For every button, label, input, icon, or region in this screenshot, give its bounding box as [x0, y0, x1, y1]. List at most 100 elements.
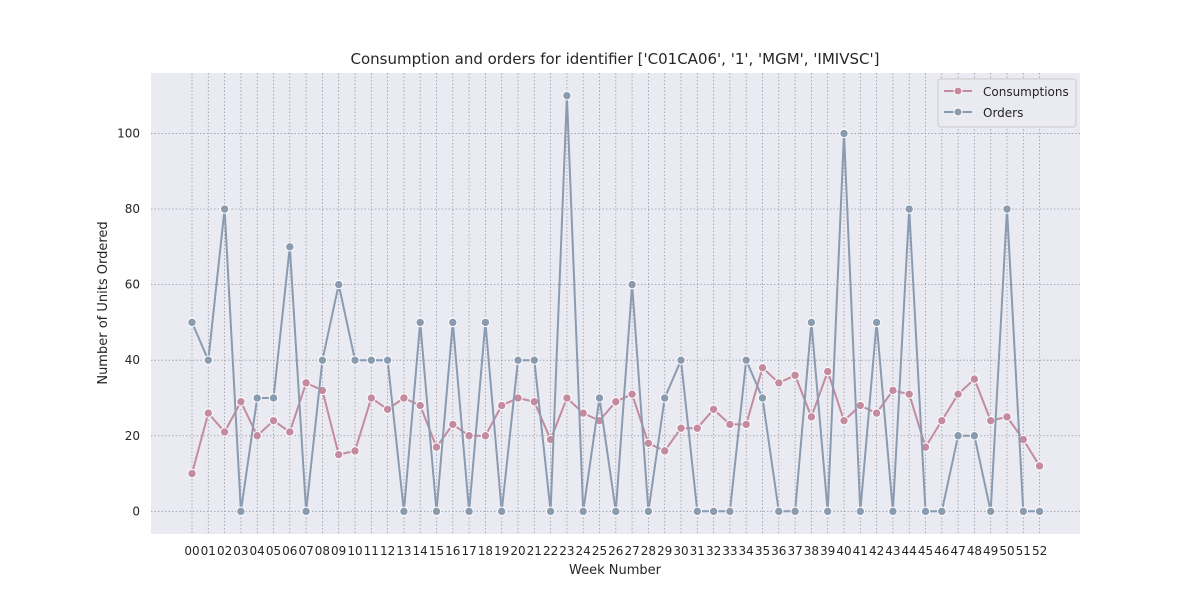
point-orders-12 — [382, 355, 393, 365]
point-consumptions-13 — [399, 393, 409, 403]
point-orders-38 — [806, 317, 817, 328]
x-tick-label-31: 31 — [690, 544, 705, 558]
point-consumptions-14 — [415, 400, 425, 411]
point-consumptions-01 — [203, 408, 214, 418]
point-consumptions-02 — [219, 427, 230, 437]
point-orders-52 — [1034, 506, 1045, 517]
point-consumptions-46 — [937, 415, 947, 426]
x-tick-label-17: 17 — [461, 544, 476, 558]
point-orders-30 — [676, 355, 686, 365]
x-tick-label-25: 25 — [592, 544, 607, 558]
y-tick-label-80: 80 — [125, 202, 140, 216]
x-tick-label-36: 36 — [771, 544, 786, 558]
x-tick-label-05: 05 — [266, 544, 281, 558]
point-consumptions-30 — [676, 423, 686, 433]
point-orders-28 — [643, 506, 654, 517]
point-consumptions-35 — [757, 363, 768, 373]
point-orders-24 — [578, 506, 588, 517]
y-tick-label-100: 100 — [117, 126, 140, 140]
point-orders-31 — [692, 506, 702, 517]
point-orders-51 — [1018, 506, 1028, 517]
point-orders-03 — [236, 506, 246, 517]
point-consumptions-40 — [839, 415, 849, 426]
legend-marker-consumptions — [953, 86, 963, 96]
point-orders-06 — [285, 242, 295, 252]
point-consumptions-43 — [888, 385, 898, 396]
point-orders-29 — [660, 393, 670, 403]
plot-area — [151, 73, 1080, 534]
point-orders-19 — [497, 506, 507, 517]
x-tick-label-50: 50 — [999, 544, 1014, 558]
point-orders-18 — [480, 317, 491, 328]
point-consumptions-37 — [790, 370, 800, 380]
x-axis-label: Week Number — [569, 563, 662, 578]
x-tick-label-09: 09 — [331, 544, 346, 558]
x-tick-label-32: 32 — [706, 544, 721, 558]
x-tick-label-44: 44 — [902, 544, 917, 558]
point-orders-08 — [317, 355, 328, 365]
x-tick-label-40: 40 — [836, 544, 851, 558]
point-consumptions-41 — [855, 400, 865, 411]
point-orders-49 — [986, 506, 996, 517]
point-consumptions-42 — [871, 408, 882, 418]
x-tick-label-18: 18 — [478, 544, 493, 558]
x-tick-label-03: 03 — [233, 544, 248, 558]
legend-label-orders: Orders — [983, 106, 1023, 120]
point-consumptions-16 — [448, 419, 458, 430]
point-consumptions-52 — [1034, 461, 1045, 471]
point-orders-15 — [431, 506, 442, 517]
x-tick-label-46: 46 — [934, 544, 949, 558]
point-orders-14 — [415, 317, 425, 328]
x-tick-label-37: 37 — [787, 544, 802, 558]
point-orders-40 — [839, 128, 849, 139]
point-consumptions-27 — [627, 389, 637, 399]
x-tick-label-52: 52 — [1032, 544, 1047, 558]
point-orders-16 — [448, 317, 458, 328]
point-consumptions-09 — [334, 449, 344, 460]
x-tick-labels: 00 01 02 03 04 05 06 07 08 09 10 11 12 13 14 15 16 17 18 19… — [184, 544, 1047, 558]
x-tick-label-48: 48 — [967, 544, 982, 558]
point-orders-44 — [904, 204, 914, 214]
x-tick-label-24: 24 — [576, 544, 591, 558]
point-orders-13 — [399, 506, 409, 517]
point-consumptions-21 — [529, 397, 539, 407]
y-tick-labels: 0 20 40 60 80 100 — [117, 126, 140, 518]
point-orders-43 — [888, 506, 898, 517]
point-consumptions-10 — [350, 446, 360, 456]
x-tick-label-15: 15 — [429, 544, 444, 558]
x-tick-label-41: 41 — [853, 544, 868, 558]
point-consumptions-33 — [725, 419, 735, 430]
x-tick-label-22: 22 — [543, 544, 558, 558]
x-tick-label-02: 02 — [217, 544, 232, 558]
x-tick-label-11: 11 — [364, 544, 379, 558]
x-tick-label-38: 38 — [804, 544, 819, 558]
y-tick-label-20: 20 — [125, 429, 140, 443]
point-consumptions-38 — [806, 412, 817, 422]
point-orders-09 — [334, 279, 344, 290]
point-consumptions-26 — [611, 397, 621, 407]
y-tick-label-0: 0 — [132, 504, 140, 518]
point-orders-17 — [464, 506, 474, 517]
x-tick-label-14: 14 — [413, 544, 428, 558]
legend-box — [937, 78, 1077, 128]
x-tick-label-23: 23 — [559, 544, 574, 558]
x-tick-label-30: 30 — [673, 544, 688, 558]
x-tick-label-04: 04 — [250, 544, 265, 558]
point-orders-10 — [350, 355, 360, 365]
x-tick-label-26: 26 — [608, 544, 623, 558]
point-consumptions-05 — [268, 415, 279, 426]
point-consumptions-06 — [285, 427, 295, 437]
point-consumptions-44 — [904, 389, 914, 399]
x-tick-label-10: 10 — [347, 544, 362, 558]
point-consumptions-47 — [953, 389, 963, 399]
legend: Consumptions Orders — [937, 78, 1077, 128]
point-orders-36 — [774, 506, 784, 517]
x-tick-label-43: 43 — [885, 544, 900, 558]
point-orders-21 — [529, 355, 539, 365]
x-tick-label-51: 51 — [1016, 544, 1031, 558]
x-tick-label-00: 00 — [184, 544, 199, 558]
x-tick-label-20: 20 — [510, 544, 525, 558]
point-consumptions-18 — [480, 431, 491, 441]
x-tick-label-34: 34 — [739, 544, 754, 558]
point-orders-45 — [920, 506, 931, 517]
